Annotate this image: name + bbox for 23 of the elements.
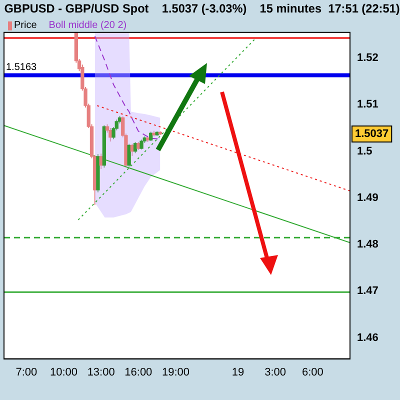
y-tick-label: 1.49 (357, 192, 378, 204)
y-tick-label: 1.48 (357, 238, 378, 251)
x-tick-label: 6:00 (302, 366, 324, 378)
series-label: Boll middle (20 2) (48, 20, 127, 32)
ref-line-label: 1.5163 (6, 62, 38, 74)
candlestick (99, 153, 103, 170)
x-tick-label: 13:00 (87, 366, 115, 378)
x-tick-label: 16:00 (124, 366, 152, 378)
y-tick-label: 1.47 (357, 285, 378, 298)
chart-title: GBPUSD - GBP/USD Spot 1.5037 (-3.03%) 15 minutes 17:51 (22:51) (4, 1, 400, 16)
x-tick-label: 3:00 (264, 366, 286, 378)
x-tick-label: 10:00 (50, 366, 78, 378)
text: 1.5037 (355, 128, 389, 140)
x-tick-label: 7:00 (16, 366, 38, 378)
y-tick-label: 1.46 (357, 332, 378, 344)
y-tick-label: 1.52 (357, 52, 378, 64)
y-tick-label: 1.51 (357, 98, 378, 111)
legend-label: Price (14, 20, 38, 32)
y-tick-label: 1.5 (357, 145, 372, 158)
candlestick (140, 139, 144, 150)
x-tick-label: 19:00 (162, 366, 190, 378)
x-tick-label: 19 (232, 366, 244, 378)
candlestick (127, 143, 131, 168)
